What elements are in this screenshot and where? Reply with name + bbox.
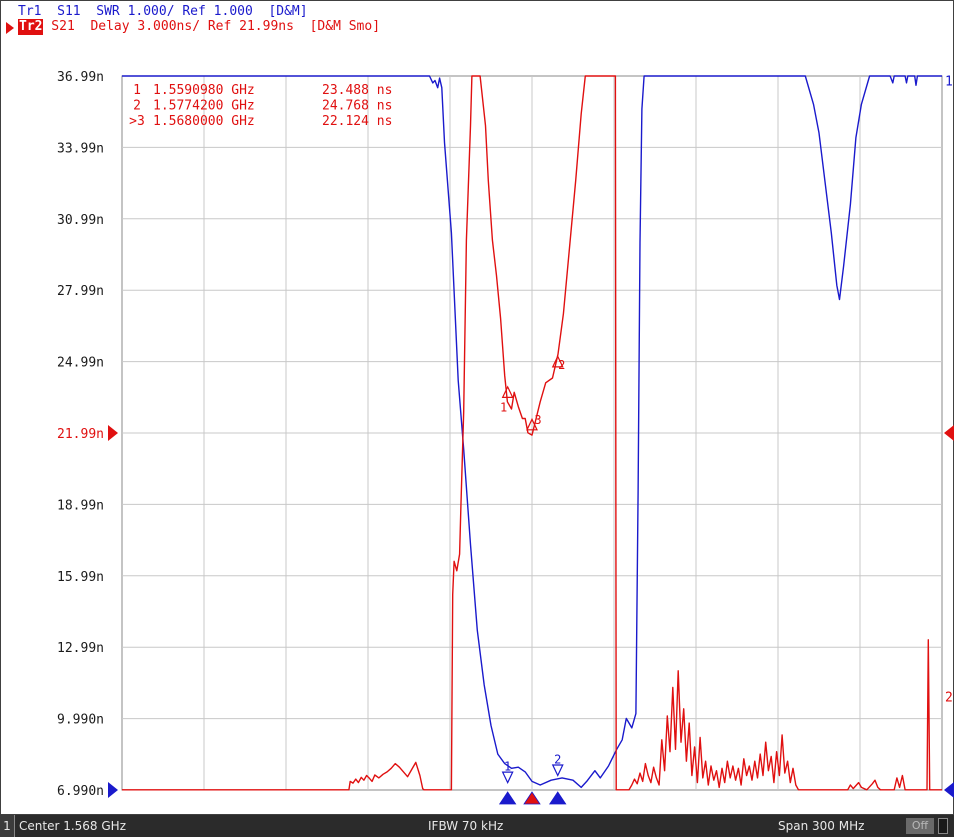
y-tick-label: 36.99n — [57, 70, 104, 85]
marker-readout-value: 23.488 ns — [322, 83, 392, 98]
channel-number[interactable]: 1 — [0, 815, 15, 837]
trace2-end-label: 2 — [945, 691, 953, 706]
marker-position-icon — [523, 791, 541, 805]
marker-readout-table: 1 1.5590980 GHz 23.488 ns 2 1.5774200 GHz 24.… — [129, 83, 392, 129]
y-tick-label: 33.99n — [57, 141, 104, 156]
marker-label: 2 — [554, 752, 561, 766]
marker-triangle-icon — [551, 354, 564, 368]
trace1-ref-left-arrow-icon — [108, 782, 118, 798]
y-tick-label: 6.990n — [57, 784, 104, 799]
channel-status-bar: 1 Center 1.568 GHz IFBW 70 kHz Span 300 … — [0, 815, 954, 837]
y-tick-label: 15.99n — [57, 570, 104, 585]
marker-label: 1 — [500, 400, 507, 414]
active-trace-tag[interactable]: Tr2 — [18, 19, 44, 35]
off-toggle[interactable]: Off — [906, 818, 934, 834]
y-tick-label: 24.99n — [57, 356, 104, 371]
marker-readout-frequency: 1.5590980 GHz — [153, 83, 255, 98]
y-tick-label: 30.99n — [57, 213, 104, 228]
marker-readout-value: 24.768 ns — [322, 99, 392, 114]
trace1-header[interactable]: Tr1 S11 SWR 1.000/ Ref 1.000 [D&M] — [18, 4, 308, 19]
y-tick-label: 12.99n — [57, 641, 104, 656]
trace2-header[interactable]: Tr2 S21 Delay 3.000ns/ Ref 21.99ns [D&M … — [18, 19, 380, 35]
y-tick-label: 27.99n — [57, 284, 104, 299]
marker-triangle-icon — [501, 385, 514, 398]
active-trace-arrow-icon — [6, 22, 14, 34]
trace2-s21-delay-line — [122, 75, 942, 791]
ref-level-left-arrow-icon — [108, 425, 118, 441]
marker-triangle-icon — [551, 764, 564, 777]
marker-triangle-icon — [526, 417, 538, 431]
marker-readout-id: >3 — [129, 114, 145, 129]
y-tick-label: 18.99n — [57, 498, 104, 513]
marker-triangle-icon — [501, 771, 514, 785]
trace2-header-text: S21 Delay 3.000ns/ Ref 21.99ns [D&M Smo] — [43, 19, 381, 34]
status-end-box — [938, 818, 948, 834]
marker-readout-value: 22.124 ns — [322, 114, 392, 129]
trace1-ref-right-arrow-icon — [944, 782, 954, 798]
marker-readout-id: 2 — [133, 99, 141, 114]
marker-readout-id: 1 — [133, 83, 141, 98]
marker-label: 1 — [504, 760, 511, 774]
marker-position-icon — [549, 792, 566, 804]
marker-readout-frequency: 1.5680000 GHz — [153, 114, 255, 129]
span-setting[interactable]: Span 300 MHz — [778, 819, 865, 833]
y-tick-label: 9.990n — [57, 713, 104, 728]
marker-label: 2 — [558, 358, 565, 372]
center-frequency[interactable]: Center 1.568 GHz — [19, 819, 126, 833]
marker-label: 3 — [534, 413, 541, 427]
trace-plot[interactable]: 36.99n 33.99n 30.99n 27.99n 24.99n 21.99n 18.9… — [0, 0, 954, 815]
y-tick-label: 21.99n — [57, 427, 104, 442]
marker-position-icon — [499, 792, 516, 804]
ref-level-right-arrow-icon — [944, 425, 954, 441]
ifbw-setting[interactable]: IFBW 70 kHz — [428, 819, 504, 833]
marker-readout-frequency: 1.5774200 GHz — [153, 99, 255, 114]
trace1-end-label: 1 — [945, 74, 953, 89]
